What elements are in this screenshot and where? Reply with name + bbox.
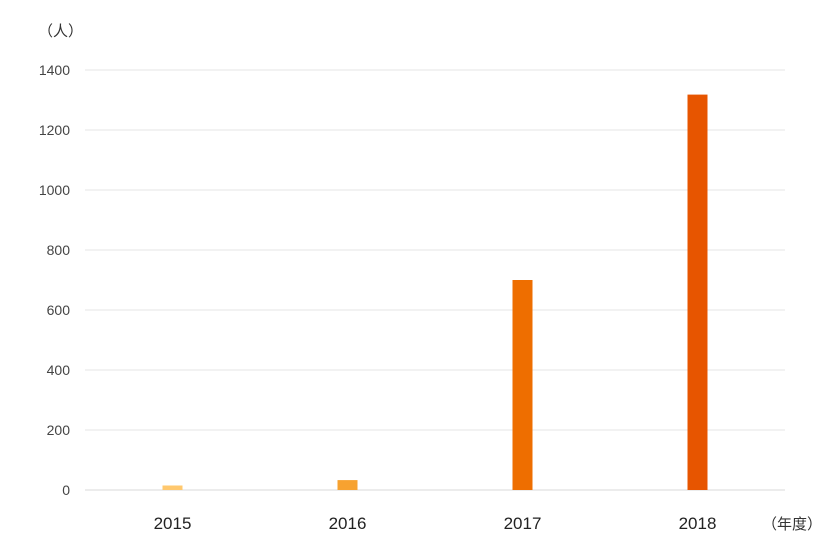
y-tick-labels: 0 200 400 600 800 1000 1200 1400 — [39, 62, 70, 498]
bar-2017 — [512, 280, 533, 490]
bar-2015 — [162, 485, 183, 490]
x-tick-labels: 2015 2016 2017 2018 — [154, 514, 717, 533]
bar-2016 — [337, 480, 358, 490]
y-tick-label: 200 — [47, 422, 71, 438]
y-tick-label: 1000 — [39, 182, 70, 198]
x-tick-label: 2017 — [504, 514, 542, 533]
x-tick-label: 2015 — [154, 514, 192, 533]
x-tick-label: 2018 — [679, 514, 717, 533]
y-tick-label: 400 — [47, 362, 71, 378]
bars — [162, 94, 708, 490]
y-tick-label: 800 — [47, 242, 71, 258]
x-unit-label: （年度） — [762, 516, 822, 533]
bar-2018 — [687, 94, 708, 490]
y-unit-label: （人） — [38, 23, 83, 40]
x-tick-label: 2016 — [329, 514, 367, 533]
y-tick-label: 1400 — [39, 62, 70, 78]
y-tick-label: 600 — [47, 302, 71, 318]
y-tick-label: 0 — [62, 482, 70, 498]
gridlines — [85, 69, 785, 491]
y-tick-label: 1200 — [39, 122, 70, 138]
